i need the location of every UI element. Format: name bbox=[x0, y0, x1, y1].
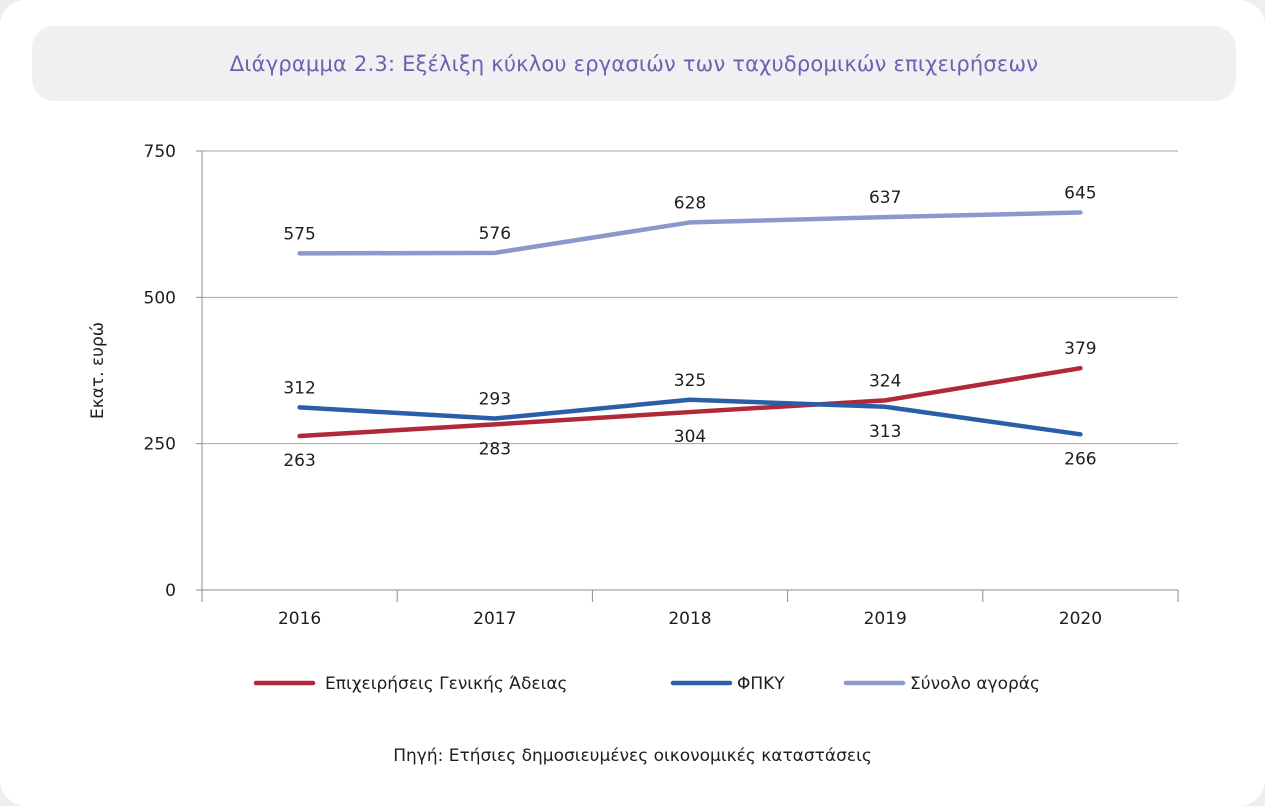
data-label: 304 bbox=[674, 427, 706, 447]
data-label: 266 bbox=[1064, 449, 1096, 469]
x-tick-label: 2018 bbox=[668, 609, 711, 629]
x-tick-label: 2016 bbox=[278, 609, 321, 629]
data-label: 283 bbox=[479, 439, 511, 459]
data-label: 312 bbox=[283, 378, 315, 398]
legend-label-1: Επιχειρήσεις Γενικής Άδειας bbox=[325, 674, 568, 694]
y-tick-label: 750 bbox=[144, 142, 176, 162]
data-label: 313 bbox=[869, 422, 901, 442]
data-label: 637 bbox=[869, 188, 901, 208]
data-label: 325 bbox=[674, 371, 706, 391]
data-label: 263 bbox=[283, 451, 315, 471]
legend-label-2: ΦΠΚΥ bbox=[737, 674, 785, 694]
y-tick-label: 500 bbox=[144, 288, 176, 308]
y-tick-label: 250 bbox=[144, 435, 176, 455]
data-label: 628 bbox=[674, 193, 706, 213]
series-line-1 bbox=[297, 365, 1083, 439]
y-axis-label: Εκατ. ευρώ bbox=[88, 322, 108, 419]
source-note: Πηγή: Ετήσιες δημοσιευμένες οικονομικές … bbox=[393, 746, 872, 766]
line-chart: 0 250 500 750 2016 2017 2018 2019 2020 Εκατ. ευρώ… bbox=[88, 142, 1179, 694]
data-label: 576 bbox=[479, 224, 511, 244]
chart-title-bar: Διάγραμμα 2.3: Εξέλιξη κύκλου εργασιών τ… bbox=[32, 26, 1236, 101]
legend-label-3: Σύνολο αγοράς bbox=[910, 674, 1040, 694]
x-tick-label: 2020 bbox=[1059, 609, 1102, 629]
data-label: 324 bbox=[869, 371, 901, 391]
y-tick-label: 0 bbox=[165, 581, 176, 601]
data-label: 645 bbox=[1064, 183, 1096, 203]
series-line-3 bbox=[297, 210, 1083, 256]
series-line-2 bbox=[297, 397, 1083, 437]
data-label: 575 bbox=[283, 224, 315, 244]
chart-title: Διάγραμμα 2.3: Εξέλιξη κύκλου εργασιών τ… bbox=[229, 51, 1039, 76]
x-tick-label: 2019 bbox=[864, 609, 907, 629]
data-label: 379 bbox=[1064, 339, 1096, 359]
x-tick-label: 2017 bbox=[473, 609, 516, 629]
data-label: 293 bbox=[479, 389, 511, 409]
